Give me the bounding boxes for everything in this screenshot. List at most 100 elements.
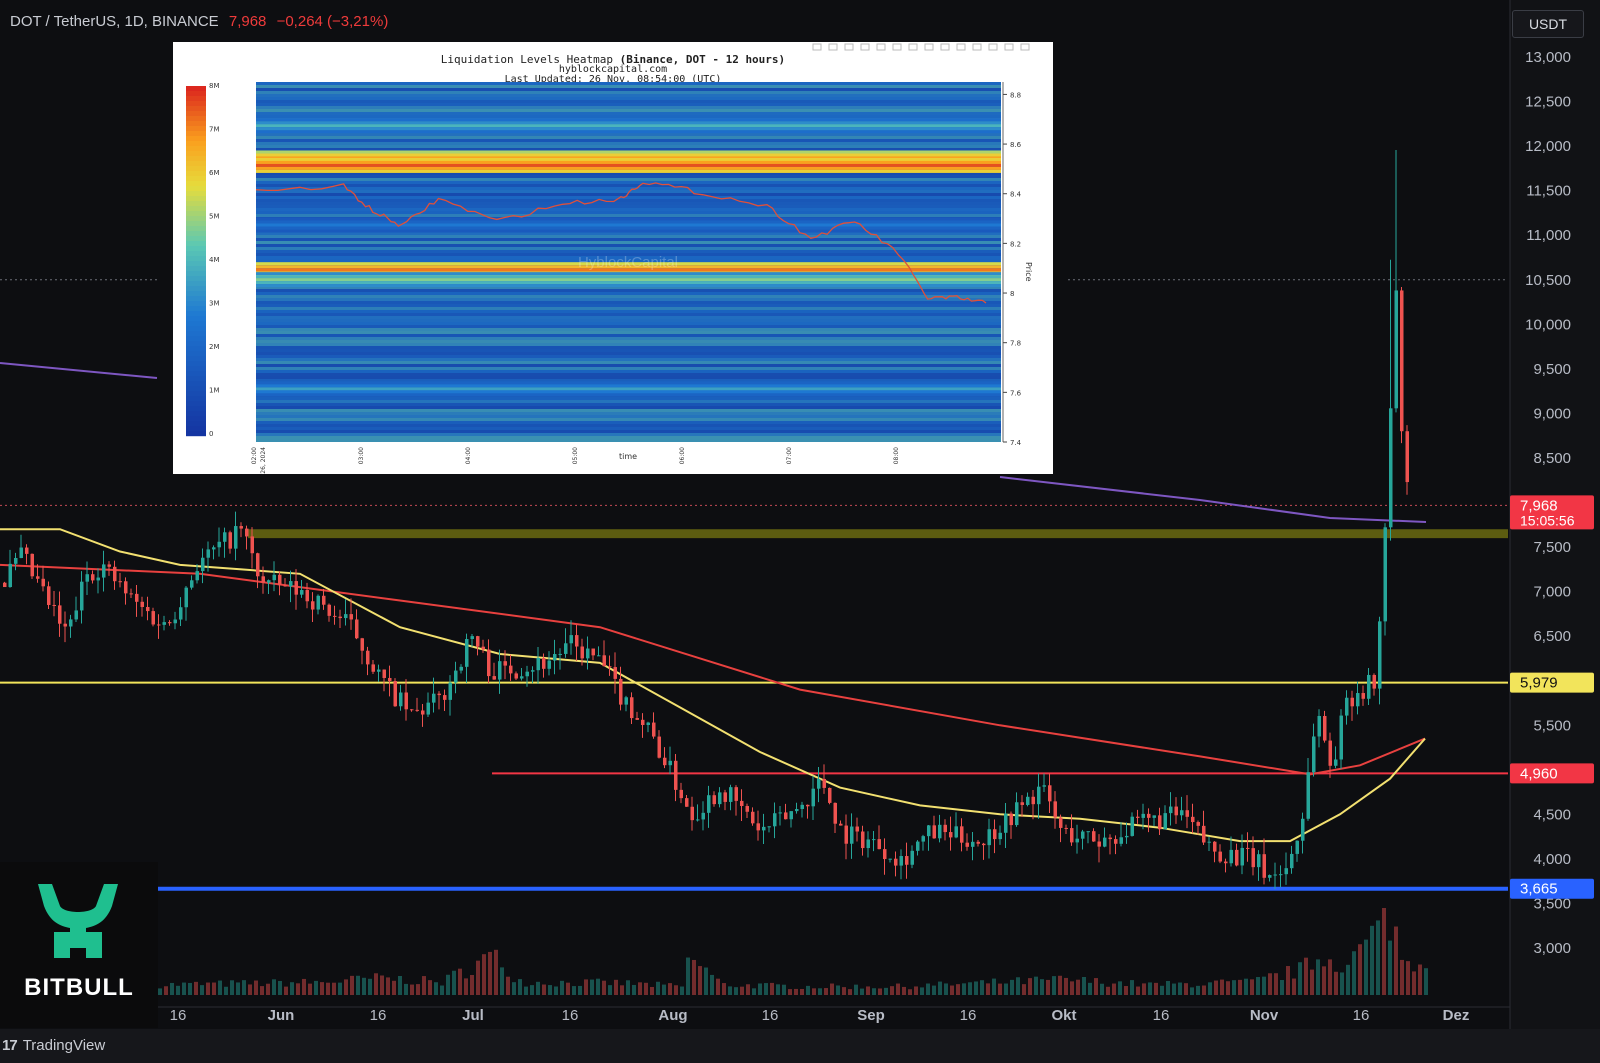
currency-button[interactable]: USDT bbox=[1512, 10, 1584, 38]
volume-bar bbox=[518, 979, 522, 995]
candle-body bbox=[63, 623, 67, 627]
candle-body bbox=[1372, 674, 1376, 689]
heatmap-streak bbox=[256, 412, 1001, 415]
volume-bar bbox=[182, 982, 186, 995]
candle-body bbox=[982, 843, 986, 846]
heatmap-streak bbox=[256, 367, 1001, 370]
volume-bar bbox=[1304, 957, 1308, 995]
volume-bar bbox=[782, 984, 786, 995]
candle-body bbox=[327, 604, 331, 616]
price-tick-label: 4,500 bbox=[1533, 806, 1571, 823]
heatmap-x-tick: Nov 26, 2024 bbox=[260, 447, 267, 474]
colorbar-segment bbox=[186, 141, 206, 147]
candle-body bbox=[602, 655, 606, 667]
volume-bar bbox=[350, 975, 354, 995]
volume-bar bbox=[1028, 978, 1032, 995]
colorbar-segment bbox=[186, 101, 206, 107]
candle-body bbox=[789, 811, 793, 820]
heatmap-streak bbox=[256, 172, 1001, 175]
candle-body bbox=[1323, 715, 1327, 741]
colorbar-segment bbox=[186, 356, 206, 362]
candle-body bbox=[498, 661, 502, 680]
heatmap-hot-band bbox=[256, 284, 1001, 288]
candle-body bbox=[1070, 828, 1074, 843]
volume-bar bbox=[458, 968, 462, 995]
heatmap-streak bbox=[256, 307, 1001, 310]
heatmap-streak bbox=[256, 145, 1001, 148]
colorbar-segment bbox=[186, 106, 206, 112]
candle-body bbox=[998, 832, 1002, 840]
heatmap-streak bbox=[256, 364, 1001, 367]
volume-bar bbox=[974, 981, 978, 995]
volume-bar bbox=[392, 980, 396, 995]
price-label-text: 4,960 bbox=[1520, 765, 1558, 782]
heatmap-streak bbox=[256, 238, 1001, 241]
heatmap-streak bbox=[256, 178, 1001, 181]
heatmap-hot-band bbox=[256, 163, 1001, 167]
candle-body bbox=[393, 681, 397, 707]
volume-bar bbox=[1352, 951, 1356, 995]
volume-bar bbox=[464, 978, 468, 995]
candle-body bbox=[135, 593, 139, 602]
heatmap-streak bbox=[256, 340, 1001, 343]
tradingview-logo[interactable]: 17 TradingView bbox=[2, 1037, 105, 1054]
heatmap-streak bbox=[256, 400, 1001, 403]
candle-body bbox=[1108, 837, 1112, 840]
heatmap-hot-band bbox=[256, 150, 1001, 154]
candle-body bbox=[1009, 813, 1013, 826]
price-label-box bbox=[1510, 672, 1594, 693]
volume-bar bbox=[1196, 985, 1200, 995]
volume-bar bbox=[1256, 977, 1260, 995]
heatmap-title: Liquidation Levels Heatmap (Binance, DOT… bbox=[173, 53, 1053, 66]
heatmap-streak bbox=[256, 322, 1001, 325]
colorbar-segment bbox=[186, 116, 206, 122]
colorbar-tick: 8M bbox=[209, 82, 220, 90]
volume-bar bbox=[266, 983, 270, 995]
time-tick-label: 16 bbox=[370, 1007, 387, 1024]
heatmap-streak bbox=[256, 436, 1001, 439]
candle-body bbox=[190, 580, 194, 588]
candle-body bbox=[1301, 818, 1305, 841]
volume-bar bbox=[1388, 940, 1392, 995]
candle-body bbox=[1031, 796, 1035, 805]
volume-bar bbox=[818, 988, 822, 995]
volume-bar bbox=[1064, 977, 1068, 995]
volume-bar bbox=[962, 983, 966, 995]
volume-bar bbox=[326, 982, 330, 995]
volume-bar bbox=[842, 987, 846, 995]
volume-bar bbox=[1202, 985, 1206, 995]
volume-bar bbox=[830, 983, 834, 995]
volume-bar bbox=[170, 982, 174, 995]
volume-bar bbox=[866, 986, 870, 995]
price-label-text: 3,665 bbox=[1520, 881, 1558, 898]
candle-body bbox=[723, 792, 727, 802]
candle-body bbox=[454, 670, 458, 683]
candle-body bbox=[828, 787, 832, 803]
volume-bar bbox=[260, 986, 264, 995]
volume-bar bbox=[506, 976, 510, 995]
heatmap-y-tick: 7.8 bbox=[1010, 340, 1021, 348]
volume-bar bbox=[980, 980, 984, 995]
candle-body bbox=[767, 826, 771, 828]
volume-bar bbox=[1190, 987, 1194, 995]
volume-bar bbox=[230, 980, 234, 995]
candle-body bbox=[679, 789, 683, 799]
heatmap-price-line bbox=[255, 182, 987, 304]
volume-bar bbox=[272, 979, 276, 995]
candle-body bbox=[976, 841, 980, 844]
candle-body bbox=[630, 697, 634, 719]
candle-body bbox=[1174, 806, 1178, 816]
candle-body bbox=[1092, 831, 1096, 842]
volume-bar bbox=[380, 975, 384, 995]
candle-body bbox=[1339, 715, 1343, 760]
candle-body bbox=[448, 682, 452, 700]
volume-bar bbox=[1358, 944, 1362, 995]
colorbar-segment bbox=[186, 176, 206, 182]
volume-bar bbox=[1142, 983, 1146, 995]
volume-bar bbox=[668, 983, 672, 995]
volume-bar bbox=[362, 977, 366, 995]
heatmap-streak bbox=[256, 175, 1001, 178]
ma-yellow bbox=[0, 528, 1426, 843]
colorbar-segment bbox=[186, 186, 206, 192]
volume-bar bbox=[476, 960, 480, 995]
